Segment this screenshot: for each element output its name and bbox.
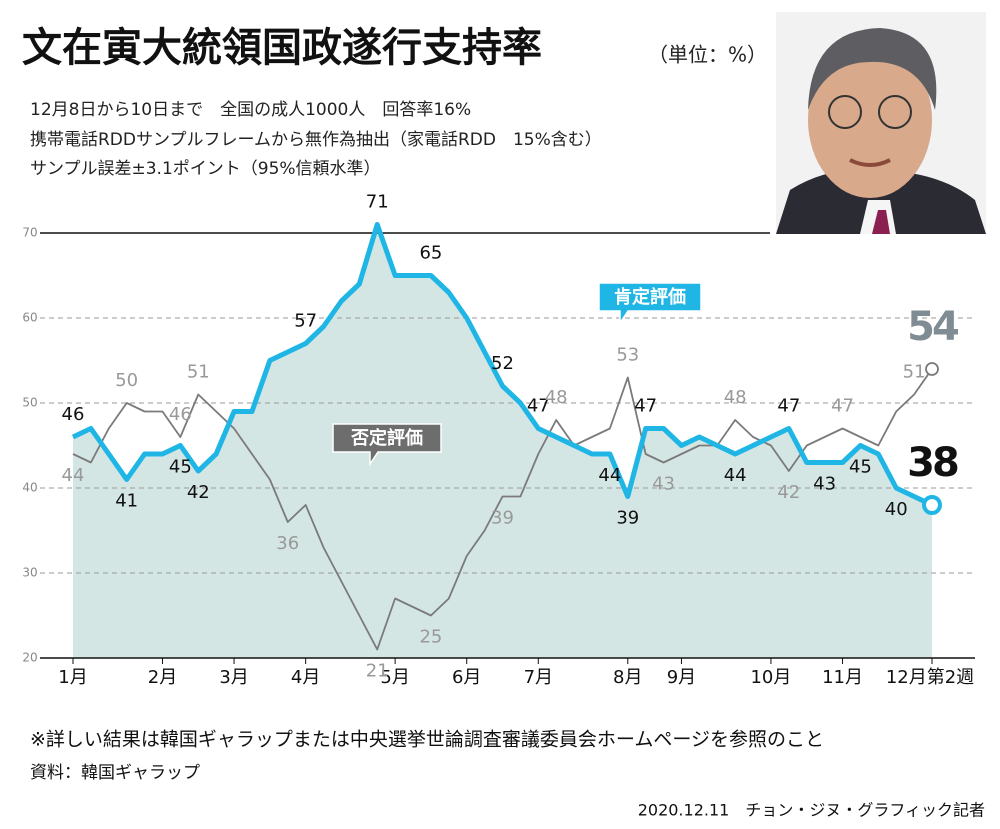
y-tick-label: 50	[22, 396, 37, 410]
end-marker	[925, 362, 939, 376]
credit: 2020.12.11 チョン・ジヌ・グラフィック記者	[638, 801, 985, 820]
data-label: 44	[598, 465, 621, 486]
data-label: 57	[294, 311, 317, 332]
data-label: 47	[527, 396, 550, 417]
subtitle: サンプル誤差±3.1ポイント（95%信頼水準）	[30, 159, 381, 179]
y-tick-label: 70	[22, 226, 37, 240]
area	[73, 224, 932, 658]
subtitle: 携帯電話RDDサンプルフレームから無作為抽出（家電話RDD 15%含む）	[30, 130, 602, 150]
data-label: 45	[849, 457, 872, 478]
data-label: 43	[652, 474, 675, 495]
callout-box	[332, 423, 442, 467]
data-label: 48	[724, 387, 747, 408]
data-label: 36	[276, 533, 299, 554]
x-tick-label: 3月	[219, 667, 248, 688]
data-label: 44	[62, 465, 85, 486]
end-marker	[922, 495, 942, 515]
data-label: 47	[634, 396, 657, 417]
x-tick-label: 1月	[58, 667, 87, 688]
plot-area: 20 30 40 50 60 70 1月 2月 3月 4月 5月 6月 7月 8月 9月 10月 11月 12月第…	[22, 192, 975, 688]
x-tick-label: 6月	[452, 667, 481, 688]
y-tick-label: 20	[22, 651, 37, 665]
data-label: 51	[903, 362, 926, 383]
y-tick-label: 30	[22, 566, 37, 580]
data-label: 43	[813, 474, 836, 495]
data-label: 38	[907, 440, 958, 486]
data-label: 52	[491, 353, 514, 374]
y-tick-label: 40	[22, 481, 37, 495]
x-tick-label: 5月	[380, 667, 409, 688]
line	[71, 222, 934, 508]
y-tick-label: 60	[22, 311, 37, 325]
data-label: 42	[187, 482, 210, 503]
data-label: 47	[831, 396, 854, 417]
data-label: 48	[545, 387, 568, 408]
x-tick-label: 7月	[524, 667, 553, 688]
unit-label: （単位：%）	[648, 43, 767, 67]
data-label: 47	[777, 396, 800, 417]
callout-box	[598, 282, 702, 326]
data-label: 54	[907, 304, 958, 350]
data-label: 71	[366, 192, 389, 213]
callout-label: 肯定評価	[614, 286, 686, 308]
callout-label: 否定評価	[350, 427, 423, 449]
data-label: 21	[366, 661, 389, 682]
data-label: 53	[616, 345, 639, 366]
x-tick-label: 2月	[148, 667, 177, 688]
data-label: 41	[115, 491, 138, 512]
data-label: 39	[491, 508, 514, 529]
data-label: 51	[187, 362, 210, 383]
subtitle: 12月8日から10日まで 全国の成人1000人 回答率16%	[30, 100, 471, 120]
x-tick-label: 9月	[667, 667, 696, 688]
data-label: 65	[419, 243, 442, 264]
data-label: 45	[169, 457, 192, 478]
x-tick-label: 11月	[822, 667, 863, 688]
x-tick-label: 10月	[750, 667, 791, 688]
data-label: 50	[115, 370, 138, 391]
x-tick-label: 4月	[291, 667, 320, 688]
data-label: 39	[616, 508, 639, 529]
data-label: 46	[169, 404, 192, 425]
data-label: 44	[724, 465, 747, 486]
data-label: 40	[885, 499, 908, 520]
footnote: ※詳しい結果は韓国ギャラップまたは中央選挙世論調査審議委員会ホームページを参照の…	[30, 729, 824, 751]
data-label: 42	[777, 482, 800, 503]
chart-title: 文在寅大統領国政遂行支持率	[22, 25, 542, 71]
line	[72, 368, 933, 651]
portrait	[776, 12, 986, 234]
x-tick-label: 12月第2週	[886, 667, 974, 688]
x-tick-label: 8月	[613, 667, 642, 688]
data-label: 46	[62, 404, 85, 425]
data-label: 25	[419, 627, 442, 648]
source: 資料：韓国ギャラップ	[30, 763, 200, 783]
